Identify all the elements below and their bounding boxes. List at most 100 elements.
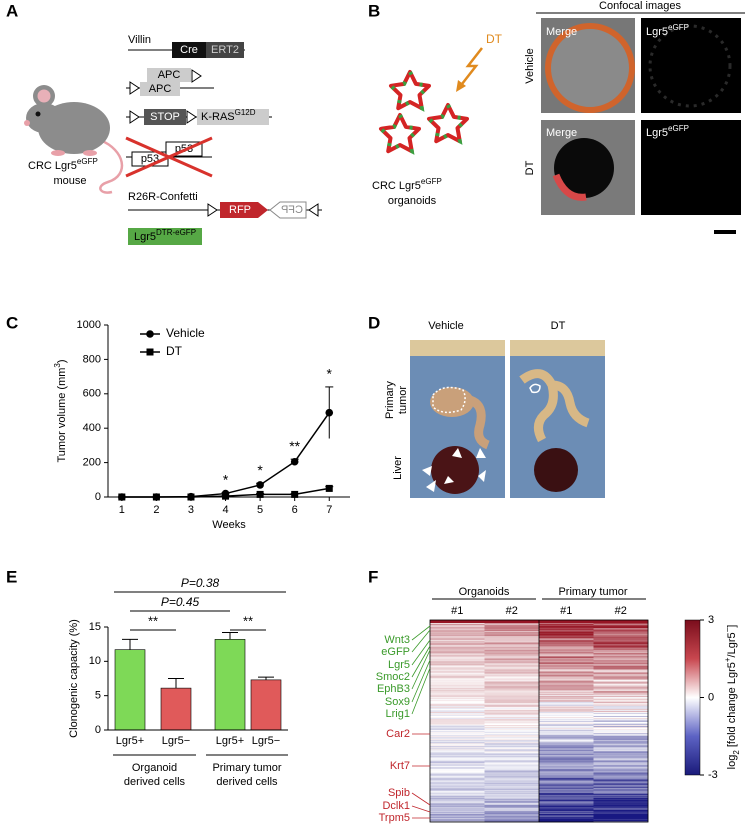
heatmap-texture <box>430 801 485 804</box>
heatmap-texture <box>484 626 540 628</box>
heatmap-texture <box>484 671 540 673</box>
heatmap-texture <box>539 774 594 776</box>
heatmap-texture <box>593 810 649 813</box>
heatmap-texture <box>430 663 485 665</box>
heatmap-texture <box>593 776 649 778</box>
heatmap-texture <box>539 719 594 722</box>
heatmap-texture <box>539 704 594 707</box>
significance: ** <box>243 613 253 628</box>
heatmap-texture <box>430 681 485 683</box>
heatmap-texture <box>593 770 649 772</box>
heatmap-texture <box>430 749 485 751</box>
heatmap-texture <box>484 733 540 735</box>
heatmap-texture <box>539 634 594 636</box>
bar <box>114 649 146 731</box>
heatmap-texture <box>593 650 649 652</box>
colorbar <box>684 619 701 776</box>
heatmap-texture <box>430 743 485 745</box>
bar <box>250 679 282 731</box>
heatmap-texture <box>430 649 485 651</box>
marker <box>256 490 264 498</box>
heatmap-texture <box>484 784 540 786</box>
heatmap-texture <box>593 722 649 724</box>
text-segment: Lgr5 <box>646 26 668 38</box>
heatmap-texture <box>484 675 540 677</box>
heatmap-texture <box>484 685 540 687</box>
heatmap-texture <box>593 790 649 792</box>
shape <box>26 103 62 133</box>
heatmap-texture <box>539 681 594 683</box>
heatmap-texture <box>593 690 649 693</box>
heatmap-texture <box>593 729 649 731</box>
heatmap-texture <box>593 671 649 673</box>
x-tick-label: Lgr5+ <box>216 735 244 747</box>
gene-leader <box>411 805 431 813</box>
shape <box>37 89 51 103</box>
heatmap-texture <box>539 736 594 738</box>
heatmap-texture <box>539 651 594 653</box>
heatmap-texture <box>484 652 540 654</box>
heatmap-texture <box>539 741 594 743</box>
heatmap-texture <box>539 664 594 666</box>
row-label: tumor <box>397 386 409 414</box>
heatmap-texture <box>593 625 649 627</box>
heatmap-texture <box>593 717 649 720</box>
gene-label: Krt7 <box>390 760 410 772</box>
heatmap-texture <box>430 677 485 679</box>
heatmap-texture <box>539 658 594 660</box>
heatmap-texture <box>430 731 485 733</box>
heatmap-texture <box>484 766 540 768</box>
heatmap-texture <box>539 626 594 628</box>
heatmap-texture <box>484 783 540 785</box>
significance: * <box>257 462 263 478</box>
heatmap-texture <box>484 667 540 669</box>
text-segment: G12D <box>235 108 256 117</box>
colorbar-tick-label: 3 <box>708 614 714 626</box>
heatmap-texture <box>593 668 649 670</box>
heatmap-texture <box>430 753 485 755</box>
heatmap-texture <box>539 818 594 821</box>
heatmap-texture <box>430 789 485 791</box>
heatmap-texture <box>430 769 485 771</box>
heatmap-texture <box>539 698 594 701</box>
heatmap-texture <box>539 683 594 685</box>
heatmap-texture <box>593 691 649 694</box>
heatmap-texture <box>430 764 485 766</box>
heatmap-texture <box>539 747 594 749</box>
heatmap-texture <box>430 773 485 775</box>
heatmap-texture <box>484 717 540 720</box>
heatmap-texture <box>593 677 649 679</box>
heatmap-texture <box>593 659 649 661</box>
heatmap-texture <box>430 702 485 705</box>
heatmap-texture <box>430 704 485 707</box>
heatmap-texture <box>430 656 485 658</box>
heatmap-texture <box>484 760 540 762</box>
heatmap-texture <box>593 794 649 797</box>
heatmap-texture <box>430 774 485 776</box>
heatmap-texture <box>593 771 649 773</box>
heatmap-texture <box>484 735 540 737</box>
heatmap-texture <box>539 682 594 684</box>
heatmap-texture <box>539 805 594 808</box>
heatmap-texture <box>593 789 649 791</box>
heatmap-texture <box>593 713 649 716</box>
heatmap-texture <box>430 651 485 653</box>
mouse-illustration <box>24 85 124 194</box>
heatmap-texture <box>430 705 485 708</box>
heatmap-texture <box>430 797 485 800</box>
heatmap-texture <box>593 635 649 637</box>
heatmap-texture <box>593 777 649 779</box>
heatmap-texture <box>430 684 485 686</box>
heatmap-texture <box>539 755 594 757</box>
heatmap-texture <box>430 771 485 773</box>
heatmap-texture <box>484 666 540 668</box>
heatmap-texture <box>593 649 649 651</box>
text-segment: Tumor volume (mm <box>56 368 68 463</box>
legend-label: Vehicle <box>166 326 205 340</box>
heatmap-texture <box>484 627 540 629</box>
shape <box>426 480 436 492</box>
heatmap-texture <box>539 710 594 713</box>
heatmap-texture <box>593 767 649 769</box>
heatmap-texture <box>430 747 485 749</box>
heatmap-texture <box>539 674 594 676</box>
